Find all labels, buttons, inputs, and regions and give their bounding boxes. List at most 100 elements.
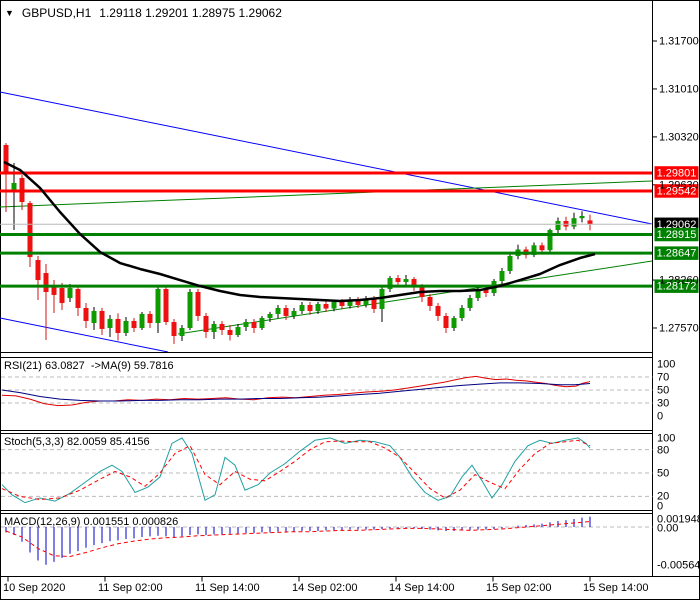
price-badge (654, 166, 699, 180)
green-trendline (0, 180, 653, 208)
bull-candle (123, 320, 129, 333)
price-axis-label: 1.30320 (659, 131, 699, 143)
rsi-series-MA (1, 382, 591, 402)
bull-candle (235, 327, 241, 336)
bull-candle (139, 313, 145, 328)
price-badge (654, 184, 699, 198)
bull-candle (507, 255, 513, 272)
price-badge (654, 279, 699, 293)
price-badge-label: 1.29542 (657, 185, 697, 197)
macd-axis-label: 0.00 (657, 523, 678, 535)
price-badge-label: 1.28647 (657, 248, 697, 260)
bull-candle (267, 313, 273, 318)
symbol-period-label: GBPUSD,H1 (21, 6, 92, 20)
time-axis-label: 14 Sep 02:00 (292, 582, 357, 594)
bear-candle (251, 322, 257, 328)
bear-candle (411, 278, 417, 287)
stoch-axis-label: 100 (657, 433, 675, 445)
bull-candle (579, 215, 585, 219)
bull-candle (363, 299, 369, 305)
bear-candle (27, 203, 33, 258)
stoch-axis-label: 20 (657, 491, 669, 503)
stoch-series-pct-K (1, 437, 591, 504)
bull-candle (347, 299, 353, 306)
bull-candle (107, 318, 113, 328)
bear-candle (563, 220, 569, 227)
time-axis-label: 15 Sep 02:00 (486, 582, 551, 594)
price-badge-label: 1.29062 (657, 219, 697, 231)
price-axis-label: 1.31010 (659, 83, 699, 95)
macd-pane (1, 516, 653, 565)
bull-candle (155, 289, 161, 323)
bear-candle (435, 305, 441, 316)
rsi-axis-label: 50 (657, 385, 669, 397)
bear-candle (171, 322, 177, 336)
bull-candle (91, 310, 97, 323)
price-badge (654, 246, 699, 260)
bear-candle (51, 285, 57, 295)
bear-candle (323, 304, 329, 309)
stoch-axis-label: 80 (657, 445, 669, 457)
bear-candle (355, 299, 361, 305)
time-axis-label: 10 Sep 2020 (3, 582, 65, 594)
price-axis (652, 40, 699, 329)
price-axis-label: 1.27570 (659, 322, 699, 334)
bull-candle (499, 271, 505, 282)
price-badge (654, 227, 699, 242)
green-trendline (177, 260, 653, 335)
bear-candle (99, 310, 105, 329)
price-axis-label: 1.31700 (659, 36, 699, 48)
blue-trendline (0, 91, 653, 225)
rsi-axis-label: 30 (657, 398, 669, 410)
price-badge (654, 217, 699, 232)
price-badge-label: 1.28172 (657, 281, 697, 293)
price-badge-label: 1.29801 (657, 167, 697, 179)
moving-average-line (3, 160, 596, 303)
time-axis-label: 14 Sep 14:00 (389, 582, 454, 594)
bear-candle (3, 144, 9, 174)
macd-signal-line (5, 520, 591, 557)
bull-candle (259, 317, 265, 328)
bear-candle (163, 289, 169, 323)
bull-candle (459, 307, 465, 318)
stoch-pane (1, 437, 653, 504)
bear-candle (539, 245, 545, 251)
bear-candle (483, 289, 489, 294)
stoch-indicator-label: Stoch(5,3,3) 82.0059 85.4156 (4, 436, 150, 448)
rsi-axis-label: 70 (657, 372, 669, 384)
price-axis-label: 1.29630 (659, 179, 699, 191)
bull-candle (187, 291, 193, 328)
bull-candle (531, 245, 537, 256)
time-axis-label: 11 Sep 02:00 (98, 582, 163, 594)
bull-candle (475, 289, 481, 299)
bull-candle (555, 220, 561, 231)
rsi-pane (1, 375, 653, 407)
rsi-axis-label: 100 (657, 359, 675, 371)
bear-candle (443, 315, 449, 328)
bull-candle (243, 322, 249, 328)
bull-candle (547, 230, 553, 251)
bear-candle (59, 288, 65, 304)
time-axis (7, 576, 591, 582)
time-axis-label: 11 Sep 14:00 (195, 582, 260, 594)
bear-candle (371, 299, 377, 309)
candles-series (3, 142, 593, 344)
bear-candle (83, 307, 89, 321)
bull-candle (571, 218, 577, 227)
chart-title: ▼ GBPUSD,H1 1.29118 1.29201 1.28975 1.29… (5, 6, 282, 20)
horizontal-levels (0, 171, 653, 288)
bull-candle (299, 304, 305, 311)
bear-candle (203, 315, 209, 333)
bull-candle (291, 310, 297, 316)
bull-candle (211, 323, 217, 333)
bear-candle (35, 260, 41, 281)
price-axis-label: 1.28260 (659, 275, 699, 287)
bear-candle (115, 318, 121, 333)
collapse-icon[interactable]: ▼ (5, 8, 14, 18)
bear-candle (587, 220, 593, 225)
bull-candle (315, 304, 321, 311)
macd-axis-label: 0.001948 (657, 514, 700, 526)
macd-indicator-label: MACD(12,26,9) 0.001551 0.000826 (4, 516, 179, 528)
